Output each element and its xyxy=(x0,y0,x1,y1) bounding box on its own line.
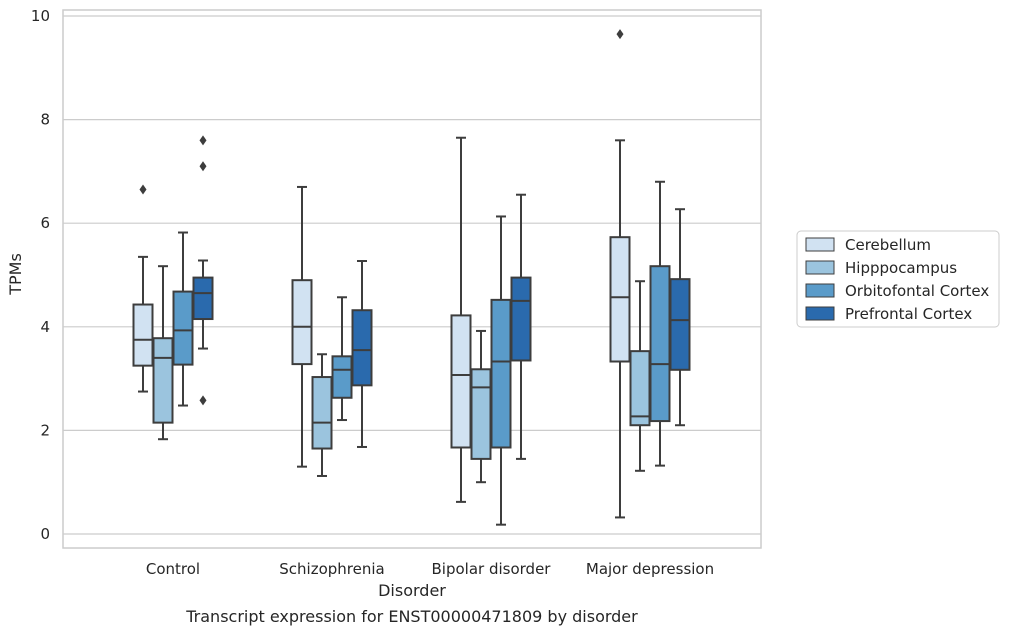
box-body xyxy=(609,236,631,363)
box-1-3 xyxy=(629,280,651,472)
box-body xyxy=(351,309,373,387)
outlier-point xyxy=(199,161,207,172)
box-body xyxy=(331,355,353,399)
x-tick-label: Bipolar disorder xyxy=(432,560,552,578)
box-2-3 xyxy=(649,180,671,467)
box-0-1 xyxy=(291,185,313,468)
legend-label: Orbitofontal Cortex xyxy=(845,282,989,300)
outlier-point xyxy=(616,29,624,40)
legend-label: Cerebellum xyxy=(845,236,931,254)
box-body xyxy=(669,278,691,371)
box-2-0 xyxy=(172,231,194,407)
box-2-2 xyxy=(490,215,512,526)
y-tick-label: 4 xyxy=(40,318,50,336)
x-tick-labels: Control Schizophrenia Bipolar disorder Majo… xyxy=(146,560,714,578)
y-tick-label: 2 xyxy=(40,421,50,439)
box-body xyxy=(192,276,214,321)
outlier-point xyxy=(199,395,207,406)
box-body xyxy=(152,337,174,424)
box-body xyxy=(172,290,194,366)
legend-swatch xyxy=(805,283,835,298)
y-axis-label: TPMs xyxy=(6,253,25,296)
y-tick-labels: 0 2 4 6 8 10 xyxy=(31,7,50,543)
legend-swatch xyxy=(805,306,835,321)
box-0-2 xyxy=(450,136,472,503)
y-tick-label: 8 xyxy=(40,111,50,129)
x-tick-label: Major depression xyxy=(586,560,714,578)
box-body xyxy=(470,368,492,460)
y-tick-label: 0 xyxy=(40,525,50,543)
box-plots xyxy=(132,29,691,526)
box-body xyxy=(490,298,512,449)
legend-swatch xyxy=(805,260,835,275)
box-body xyxy=(450,314,472,449)
legend-label: Prefrontal Cortex xyxy=(845,305,972,323)
box-1-2 xyxy=(470,329,492,484)
legend-swatch xyxy=(805,237,835,252)
box-body xyxy=(311,376,333,450)
x-tick-label: Schizophrenia xyxy=(279,560,384,578)
box-body xyxy=(132,303,154,367)
box-1-1 xyxy=(311,353,333,477)
outlier-point xyxy=(139,184,147,195)
y-tick-label: 10 xyxy=(31,7,50,25)
box-0-0 xyxy=(132,184,154,393)
legend: Cerebellum Hipppocampus Orbitofontal Corte… xyxy=(796,230,1000,328)
legend-label: Hipppocampus xyxy=(845,259,957,277)
box-3-3 xyxy=(669,208,691,427)
box-0-3 xyxy=(609,29,631,519)
y-tick-label: 6 xyxy=(40,214,50,232)
box-body xyxy=(510,276,532,362)
box-3-0 xyxy=(192,135,214,406)
outlier-point xyxy=(199,135,207,146)
box-2-1 xyxy=(331,296,353,422)
plot-frame xyxy=(62,9,762,549)
box-body xyxy=(291,279,313,366)
box-3-2 xyxy=(510,193,532,460)
box-1-0 xyxy=(152,265,174,441)
box-body xyxy=(649,265,671,423)
x-axis-label: Disorder xyxy=(378,581,446,600)
box-body xyxy=(629,350,651,427)
x-tick-label: Control xyxy=(146,560,200,578)
legend-frame xyxy=(796,230,1000,328)
box-3-1 xyxy=(351,260,373,448)
chart-caption: Transcript expression for ENST0000047180… xyxy=(185,607,638,626)
